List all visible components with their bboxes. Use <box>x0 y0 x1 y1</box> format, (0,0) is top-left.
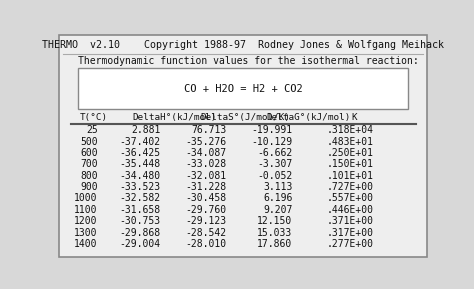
Text: -28.010: -28.010 <box>185 239 227 249</box>
Text: 2.881: 2.881 <box>131 125 160 135</box>
Text: 1200: 1200 <box>74 216 98 226</box>
Text: -33.523: -33.523 <box>119 182 160 192</box>
Text: -36.425: -36.425 <box>119 148 160 158</box>
Text: 6.196: 6.196 <box>263 193 292 203</box>
Text: .371E+00: .371E+00 <box>326 216 374 226</box>
Text: 12.150: 12.150 <box>257 216 292 226</box>
Text: .446E+00: .446E+00 <box>326 205 374 215</box>
Text: 1000: 1000 <box>74 193 98 203</box>
Text: 76.713: 76.713 <box>191 125 227 135</box>
Text: .101E+01: .101E+01 <box>326 171 374 181</box>
Text: .277E+00: .277E+00 <box>326 239 374 249</box>
Text: -34.480: -34.480 <box>119 171 160 181</box>
Text: Thermodynamic function values for the isothermal reaction:: Thermodynamic function values for the is… <box>78 56 419 66</box>
Text: T(°C): T(°C) <box>80 112 108 121</box>
Text: -34.087: -34.087 <box>185 148 227 158</box>
Text: -6.662: -6.662 <box>257 148 292 158</box>
Text: .727E+00: .727E+00 <box>326 182 374 192</box>
Text: -29.004: -29.004 <box>119 239 160 249</box>
Text: 3.113: 3.113 <box>263 182 292 192</box>
Text: 1400: 1400 <box>74 239 98 249</box>
Text: .318E+04: .318E+04 <box>326 125 374 135</box>
Text: DeltaS°(J/mol/K): DeltaS°(J/mol/K) <box>201 112 291 121</box>
Text: -28.542: -28.542 <box>185 227 227 238</box>
Text: -32.081: -32.081 <box>185 171 227 181</box>
Text: -0.052: -0.052 <box>257 171 292 181</box>
Text: 15.033: 15.033 <box>257 227 292 238</box>
Text: 500: 500 <box>80 137 98 147</box>
Text: .250E+01: .250E+01 <box>326 148 374 158</box>
Text: -29.868: -29.868 <box>119 227 160 238</box>
Text: K: K <box>351 112 357 121</box>
Text: -35.276: -35.276 <box>185 137 227 147</box>
Text: -30.753: -30.753 <box>119 216 160 226</box>
Text: -32.582: -32.582 <box>119 193 160 203</box>
Text: 1300: 1300 <box>74 227 98 238</box>
Text: 25: 25 <box>86 125 98 135</box>
Text: DeltaG°(kJ/mol): DeltaG°(kJ/mol) <box>267 112 351 121</box>
Text: .317E+00: .317E+00 <box>326 227 374 238</box>
FancyBboxPatch shape <box>78 68 408 109</box>
Text: .557E+00: .557E+00 <box>326 193 374 203</box>
Text: -30.458: -30.458 <box>185 193 227 203</box>
Text: 9.207: 9.207 <box>263 205 292 215</box>
Text: 700: 700 <box>80 160 98 169</box>
Text: -29.760: -29.760 <box>185 205 227 215</box>
Text: 900: 900 <box>80 182 98 192</box>
Text: -35.448: -35.448 <box>119 160 160 169</box>
FancyBboxPatch shape <box>59 35 427 257</box>
Text: -37.402: -37.402 <box>119 137 160 147</box>
Text: -31.658: -31.658 <box>119 205 160 215</box>
Text: 600: 600 <box>80 148 98 158</box>
Text: DeltaH°(kJ/mol): DeltaH°(kJ/mol) <box>133 112 217 121</box>
Text: -29.123: -29.123 <box>185 216 227 226</box>
Text: -33.028: -33.028 <box>185 160 227 169</box>
Text: -10.129: -10.129 <box>251 137 292 147</box>
Text: CO + H2O = H2 + CO2: CO + H2O = H2 + CO2 <box>183 84 302 94</box>
Text: -19.991: -19.991 <box>251 125 292 135</box>
Text: THERMO  v2.10    Copyright 1988-97  Rodney Jones & Wolfgang Meihack: THERMO v2.10 Copyright 1988-97 Rodney Jo… <box>42 40 444 50</box>
Text: 1100: 1100 <box>74 205 98 215</box>
Text: 800: 800 <box>80 171 98 181</box>
Text: -31.228: -31.228 <box>185 182 227 192</box>
Text: 17.860: 17.860 <box>257 239 292 249</box>
Text: .150E+01: .150E+01 <box>326 160 374 169</box>
Text: -3.307: -3.307 <box>257 160 292 169</box>
Text: .483E+01: .483E+01 <box>326 137 374 147</box>
